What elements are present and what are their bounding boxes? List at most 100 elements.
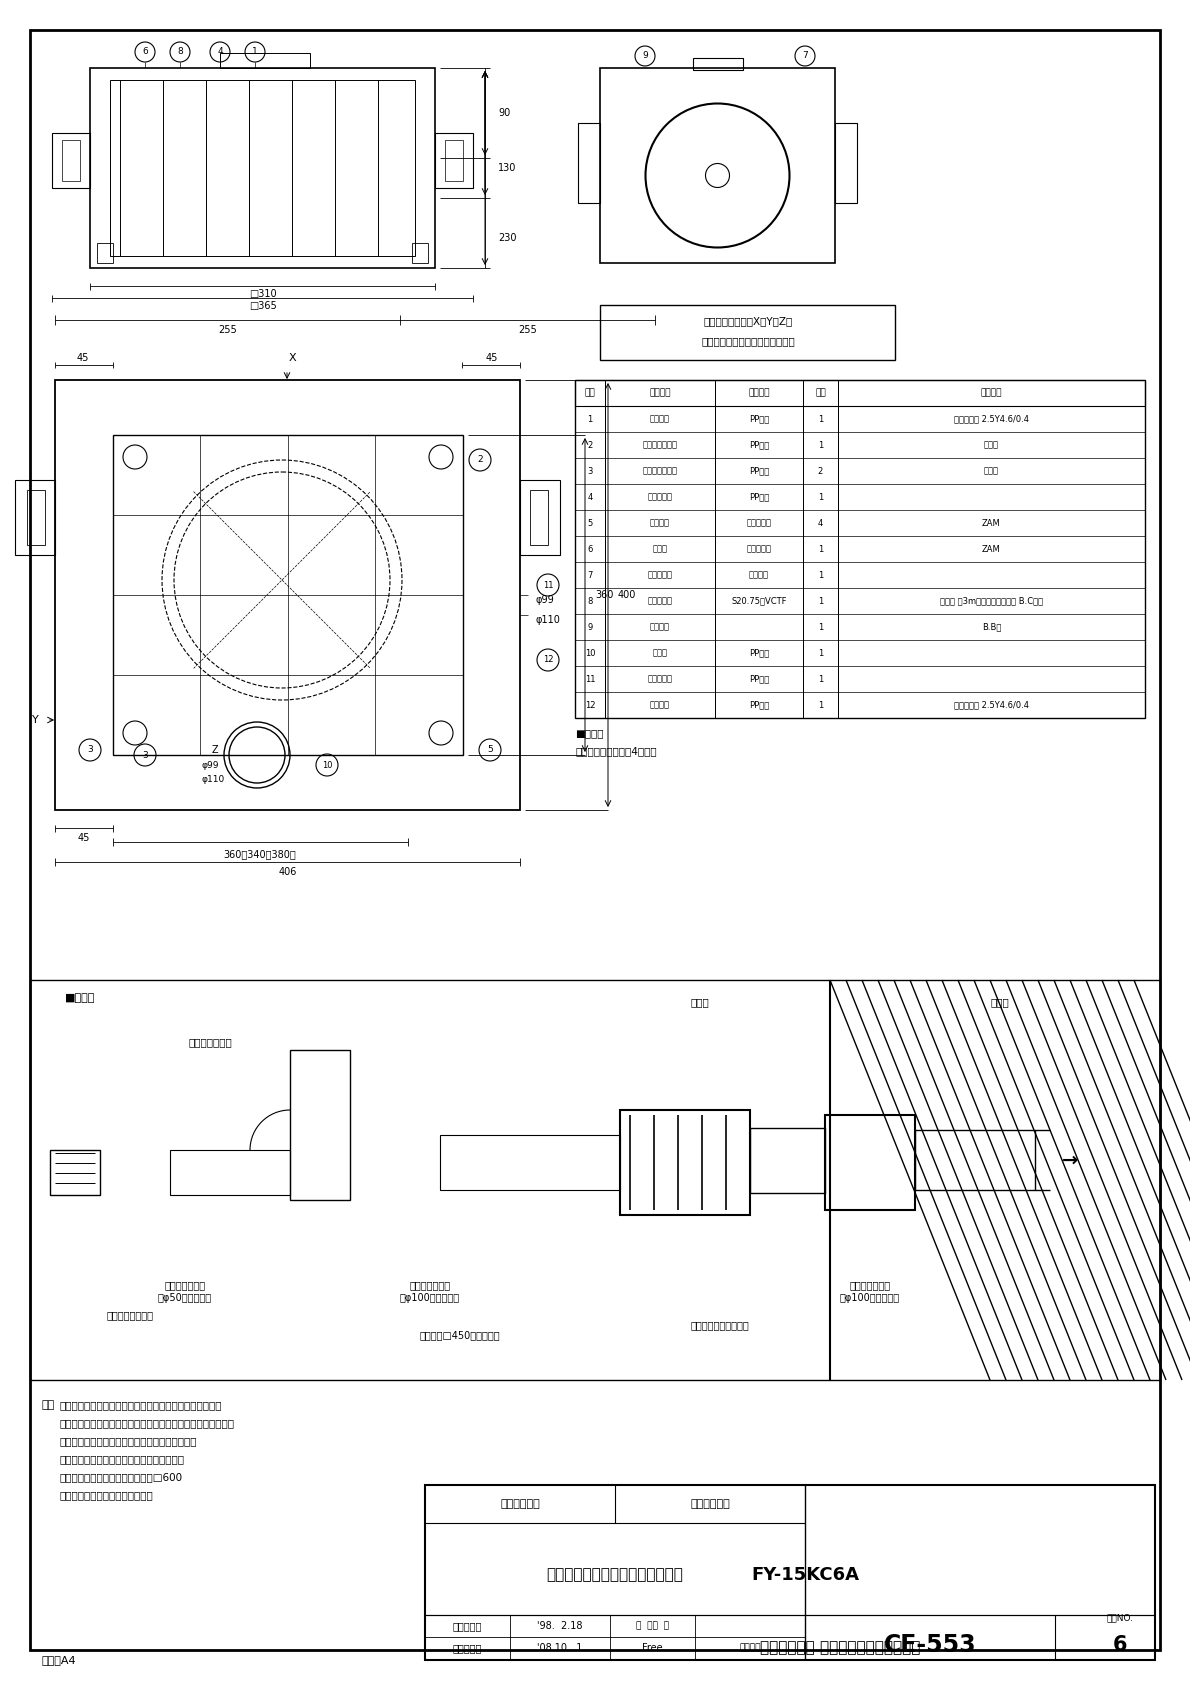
- Text: マッセル紙 2.5Y4.6/0.4: マッセル紙 2.5Y4.6/0.4: [954, 414, 1029, 423]
- Text: ・点検口の設置はセントラル換気ファンの中心と: ・点検口の設置はセントラル換気ファンの中心と: [60, 1436, 198, 1447]
- Text: 4: 4: [218, 47, 223, 57]
- Text: FY-15KC6A: FY-15KC6A: [751, 1566, 859, 1585]
- Text: 230: 230: [497, 232, 516, 242]
- Text: 1: 1: [818, 492, 823, 502]
- Text: サイズA4: サイズA4: [42, 1655, 76, 1665]
- Text: 4: 4: [588, 492, 593, 502]
- Text: 11: 11: [584, 675, 595, 684]
- Text: PP樹脂: PP樹脂: [749, 414, 769, 423]
- Text: 5: 5: [487, 746, 493, 754]
- Text: Y: Y: [32, 716, 38, 726]
- Text: 番号: 番号: [584, 389, 595, 397]
- Text: 9: 9: [588, 623, 593, 632]
- Bar: [915, 1130, 1035, 1191]
- Text: 改訂年月日: 改訂年月日: [452, 1644, 482, 1654]
- Bar: [578, 123, 600, 204]
- Text: 5: 5: [588, 519, 593, 527]
- Text: 品　　　　番: 品 番: [690, 1499, 729, 1509]
- Text: 12: 12: [584, 701, 595, 709]
- Text: 1: 1: [818, 623, 823, 632]
- Text: 1: 1: [818, 648, 823, 657]
- Text: 電源コード: 電源コード: [647, 596, 672, 606]
- Text: 1: 1: [818, 544, 823, 554]
- Text: X: X: [288, 354, 296, 364]
- Text: 点検口の中心を合せて設置してください。: 点検口の中心を合せて設置してください。: [60, 1453, 184, 1463]
- Text: φ110: φ110: [536, 615, 559, 625]
- Text: 吐出アダプター: 吐出アダプター: [643, 441, 677, 450]
- Text: □365: □365: [249, 301, 276, 312]
- Text: 吊り金具: 吊り金具: [650, 519, 670, 527]
- Text: □310: □310: [249, 290, 276, 300]
- Text: CE-553: CE-553: [884, 1633, 976, 1657]
- Text: φ99: φ99: [536, 594, 553, 605]
- Text: 45: 45: [77, 354, 89, 364]
- Text: 2: 2: [477, 455, 483, 465]
- Text: 10: 10: [584, 648, 595, 657]
- Text: 8: 8: [177, 47, 183, 57]
- Text: フレーム: フレーム: [650, 414, 670, 423]
- Text: '08.10.  1: '08.10. 1: [538, 1644, 583, 1654]
- Bar: [30, 980, 1160, 1379]
- Bar: [170, 1150, 290, 1196]
- Bar: [530, 490, 549, 546]
- Text: 45: 45: [77, 834, 90, 844]
- Bar: [575, 381, 1145, 406]
- Text: 防振ゴムセット　：4セット: 防振ゴムセット ：4セット: [575, 746, 657, 756]
- Text: 10: 10: [321, 761, 332, 770]
- Text: 9: 9: [643, 52, 647, 61]
- Text: 255: 255: [218, 325, 237, 335]
- Text: 6: 6: [588, 544, 593, 554]
- Text: フレキチューブ: フレキチューブ: [850, 1280, 890, 1290]
- Text: 1: 1: [818, 441, 823, 450]
- Text: 注）: 注）: [42, 1399, 55, 1410]
- Bar: [27, 490, 45, 546]
- Text: 2: 2: [588, 441, 593, 450]
- Bar: [290, 1051, 350, 1201]
- Text: 6: 6: [1113, 1635, 1127, 1655]
- Bar: [90, 67, 436, 268]
- Text: 分岐チャンバー: 分岐チャンバー: [188, 1037, 232, 1047]
- Text: 1: 1: [818, 571, 823, 579]
- Text: 整理番号: 整理番号: [739, 1644, 760, 1652]
- Text: 1: 1: [818, 414, 823, 423]
- Text: 406: 406: [278, 867, 296, 877]
- Text: PP樹脂: PP樹脂: [749, 441, 769, 450]
- Text: 吐出口: 吐出口: [984, 441, 998, 450]
- Text: PP樹脂: PP樹脂: [749, 466, 769, 475]
- Text: どの方向にも取り付け可能です。: どの方向にも取り付け可能です。: [701, 337, 795, 345]
- Text: ・フレキチューブは必ず屋外側に勾配を設けてください。: ・フレキチューブは必ず屋外側に勾配を設けてください。: [60, 1399, 223, 1410]
- Text: '98.  2.18: '98. 2.18: [537, 1622, 583, 1632]
- Text: 6: 6: [142, 47, 148, 57]
- Text: ■付属品: ■付属品: [575, 727, 603, 738]
- Text: 1: 1: [818, 701, 823, 709]
- Bar: [440, 1135, 620, 1191]
- Bar: [15, 480, 55, 556]
- Text: セントラル換気ファン（外形図）: セントラル換気ファン（外形図）: [546, 1568, 683, 1583]
- Text: 2: 2: [818, 466, 823, 475]
- Text: 90: 90: [497, 108, 511, 118]
- Text: フレキチューブ: フレキチューブ: [164, 1280, 206, 1290]
- Text: （φ100，別売品）: （φ100，別売品）: [400, 1293, 461, 1303]
- Text: 作成年月日: 作成年月日: [452, 1622, 482, 1632]
- Text: φ110: φ110: [202, 775, 225, 783]
- Bar: [600, 67, 835, 263]
- Text: PP樹脂: PP樹脂: [749, 701, 769, 709]
- Text: 360（340〜380）: 360（340〜380）: [224, 849, 296, 859]
- Text: 4: 4: [818, 519, 823, 527]
- Text: 1: 1: [588, 414, 593, 423]
- Text: Z: Z: [212, 744, 219, 754]
- Text: 360: 360: [595, 589, 613, 600]
- Text: の点検口を設置してください。: の点検口を設置してください。: [60, 1490, 154, 1500]
- Bar: [109, 81, 415, 256]
- Bar: [835, 123, 857, 204]
- Text: 吸込アダプター: 吸込アダプター: [643, 466, 677, 475]
- Text: →: →: [1061, 1150, 1078, 1169]
- Bar: [62, 140, 80, 180]
- Text: めっき鋼板: めっき鋼板: [746, 519, 771, 527]
- Text: 8: 8: [588, 596, 593, 606]
- Bar: [436, 133, 472, 189]
- Bar: [412, 242, 428, 263]
- Bar: [750, 1128, 825, 1192]
- Text: 有効長 約3m、電気ヒューズ付 B.C仕様: 有効長 約3m、電気ヒューズ付 B.C仕様: [940, 596, 1044, 606]
- Text: グリル（別売品）: グリル（別売品）: [106, 1310, 154, 1320]
